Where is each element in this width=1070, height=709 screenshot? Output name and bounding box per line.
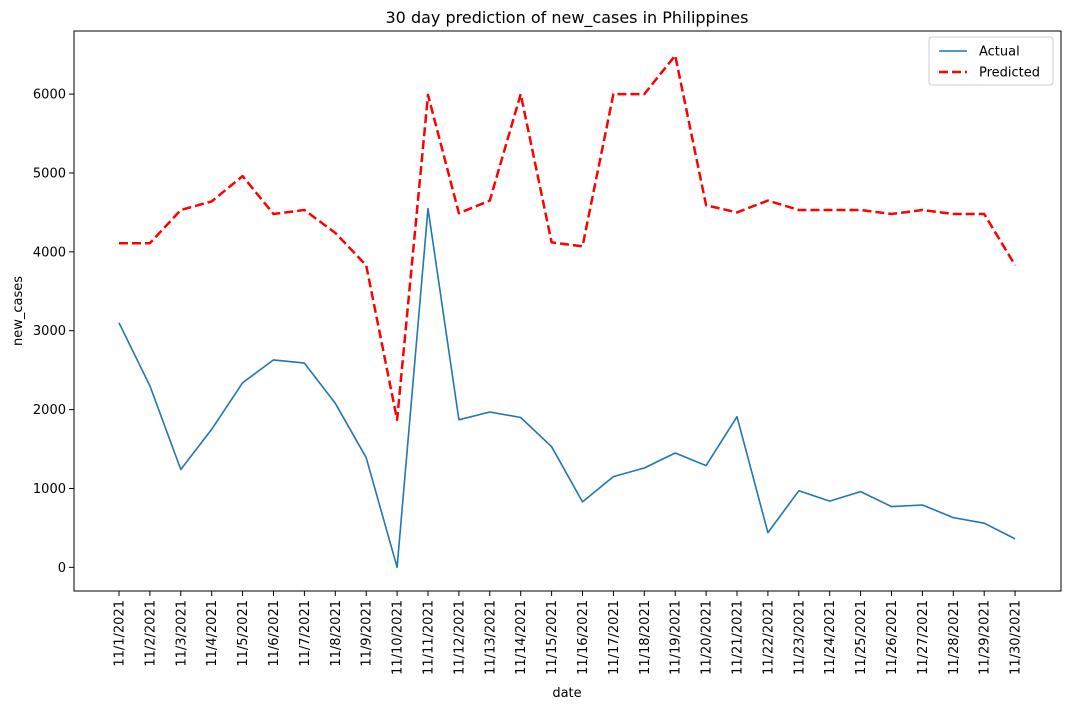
x-tick-label: 11/5/2021 <box>236 600 251 667</box>
y-tick-label: 4000 <box>33 245 66 260</box>
x-tick-label: 11/12/2021 <box>452 600 467 675</box>
x-tick-label: 11/22/2021 <box>761 600 776 675</box>
x-tick-label: 11/20/2021 <box>700 600 715 675</box>
series-line-predicted <box>119 54 1017 422</box>
x-tick-label: 11/18/2021 <box>638 600 653 675</box>
x-tick-label: 11/17/2021 <box>607 600 622 675</box>
x-tick-label: 11/11/2021 <box>422 600 437 675</box>
plot-frame <box>73 30 1062 592</box>
x-tick-label: 11/7/2021 <box>298 600 313 667</box>
legend-label-predicted: Predicted <box>979 66 1040 81</box>
x-tick-label: 11/21/2021 <box>731 600 746 675</box>
legend-label-actual: Actual <box>979 45 1020 60</box>
legend: Actual Predicted <box>928 36 1054 86</box>
x-tick-label: 11/16/2021 <box>576 600 591 675</box>
series-line-actual <box>118 207 1016 569</box>
x-tick-label: 11/1/2021 <box>113 600 128 667</box>
x-tick-label: 11/29/2021 <box>978 600 993 675</box>
x-tick-label: 11/25/2021 <box>854 600 869 675</box>
x-tick-label: 11/28/2021 <box>947 600 962 675</box>
x-tick-label: 11/26/2021 <box>885 600 900 675</box>
x-tick-label: 11/4/2021 <box>205 600 220 667</box>
x-tick-label: 11/14/2021 <box>514 600 529 675</box>
chart-title: 30 day prediction of new_cases in Philip… <box>386 8 749 28</box>
y-tick-label: 2000 <box>33 403 66 418</box>
y-axis-label: new_cases <box>11 276 26 346</box>
y-tick-label: 1000 <box>33 482 66 497</box>
x-tick-label: 11/23/2021 <box>792 600 807 675</box>
x-axis-label: date <box>552 686 581 701</box>
plot-area <box>118 54 1017 569</box>
x-tick-label: 11/10/2021 <box>391 600 406 675</box>
x-tick-label: 11/9/2021 <box>360 600 375 667</box>
y-tick-label: 0 <box>58 561 66 576</box>
x-tick-label: 11/3/2021 <box>174 600 189 667</box>
x-tick-label: 11/8/2021 <box>329 600 344 667</box>
x-tick-label: 11/6/2021 <box>267 600 282 667</box>
y-tick-label: 3000 <box>33 324 66 339</box>
x-tick-label: 11/15/2021 <box>545 600 560 675</box>
x-tick-label: 11/2/2021 <box>143 600 158 667</box>
y-tick-label: 5000 <box>33 166 66 181</box>
x-tick-label: 11/30/2021 <box>1009 600 1024 675</box>
x-tick-label: 11/19/2021 <box>669 600 684 675</box>
y-tick-label: 6000 <box>33 88 66 103</box>
x-tick-label: 11/13/2021 <box>483 600 498 675</box>
x-tick-label: 11/27/2021 <box>916 600 931 675</box>
x-tick-label: 11/24/2021 <box>823 600 838 675</box>
